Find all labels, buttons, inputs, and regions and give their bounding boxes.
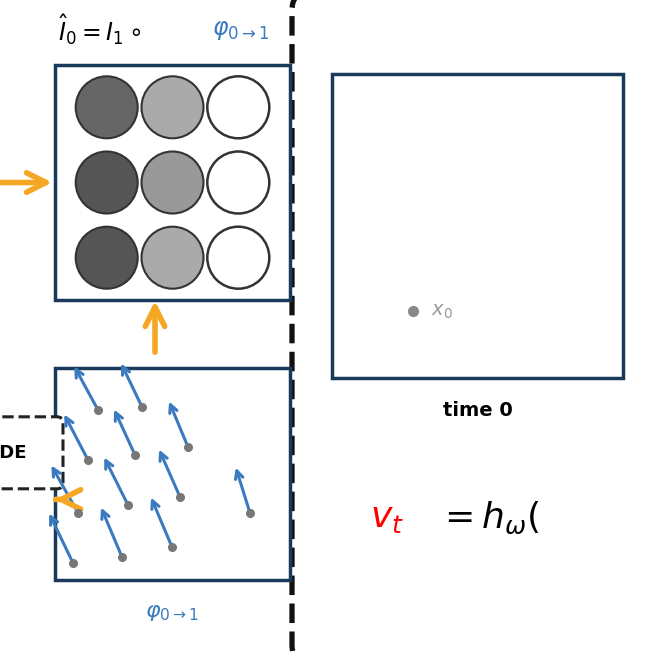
Circle shape (141, 227, 204, 289)
Text: ODE: ODE (0, 444, 26, 462)
Circle shape (141, 151, 204, 214)
Bar (332, 73, 623, 379)
Circle shape (207, 227, 269, 289)
Text: $\varphi_{0\rightarrow1}$: $\varphi_{0\rightarrow1}$ (212, 18, 269, 42)
Text: $\varphi_{0\rightarrow1}$: $\varphi_{0\rightarrow1}$ (145, 603, 200, 623)
Circle shape (141, 76, 204, 138)
Text: time 0: time 0 (443, 401, 512, 420)
Bar (55, 368, 290, 580)
Bar (55, 65, 290, 300)
Circle shape (207, 76, 269, 138)
FancyBboxPatch shape (292, 0, 655, 655)
Text: $v_t$: $v_t$ (370, 501, 404, 535)
Text: $\hat{I}_0 = I_1 \circ$: $\hat{I}_0 = I_1 \circ$ (58, 12, 141, 47)
Text: $= h_\omega($: $= h_\omega($ (438, 500, 540, 536)
Circle shape (76, 227, 138, 289)
Circle shape (207, 151, 269, 214)
FancyBboxPatch shape (0, 417, 63, 489)
Circle shape (76, 151, 138, 214)
Text: $x_0$: $x_0$ (432, 302, 453, 321)
Circle shape (76, 76, 138, 138)
